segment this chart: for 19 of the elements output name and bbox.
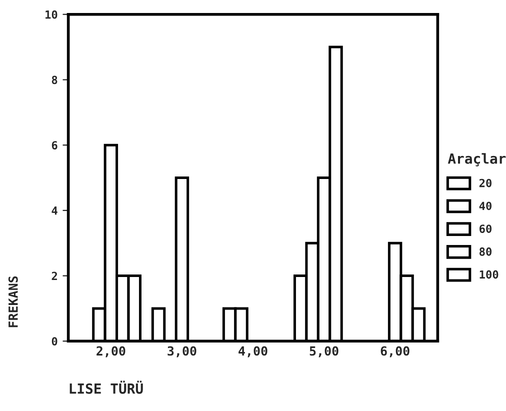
legend-label: 60: [480, 224, 492, 233]
x-tick-label: 5,00: [310, 346, 338, 358]
y-tick-label: 10: [46, 10, 58, 19]
legend-label: 20: [479, 178, 492, 188]
y-axis-title: FREKANS: [8, 276, 18, 328]
legend-label: 40: [479, 202, 492, 210]
x-axis-title: LISE TÜRÜ: [70, 380, 143, 394]
legend-label: 100: [480, 270, 498, 279]
y-tick-label: 2: [52, 272, 57, 280]
x-tick-label: 3,00: [168, 346, 196, 358]
y-tick-label: 4: [52, 206, 58, 215]
legend-title: Araçlar: [448, 153, 506, 166]
x-tick-label: 4,00: [238, 346, 268, 358]
legend-label: 80: [480, 247, 492, 256]
x-tick-label: 2,00: [96, 346, 126, 358]
y-tick-label: 8: [52, 76, 58, 84]
y-tick-label: 6: [52, 141, 58, 150]
y-tick-label: 0: [52, 337, 58, 346]
x-tick-label: 6,00: [380, 346, 410, 358]
